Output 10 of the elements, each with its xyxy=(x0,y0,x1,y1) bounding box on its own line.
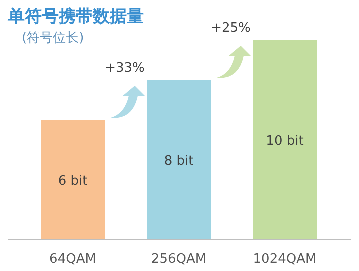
data-label: 6 bit xyxy=(58,174,88,189)
data-label: 10 bit xyxy=(266,134,304,149)
annotation: +33% xyxy=(105,61,145,76)
x-tick-label: 1024QAM xyxy=(253,252,317,267)
data-label: 8 bit xyxy=(164,154,194,169)
x-tick-label: 256QAM xyxy=(151,252,207,267)
chart-subtitle: (符号位长) xyxy=(22,31,84,46)
x-tick-label: 64QAM xyxy=(50,252,96,267)
chart-title: 单符号携带数据量 xyxy=(7,7,144,27)
text: +25% xyxy=(211,21,251,36)
